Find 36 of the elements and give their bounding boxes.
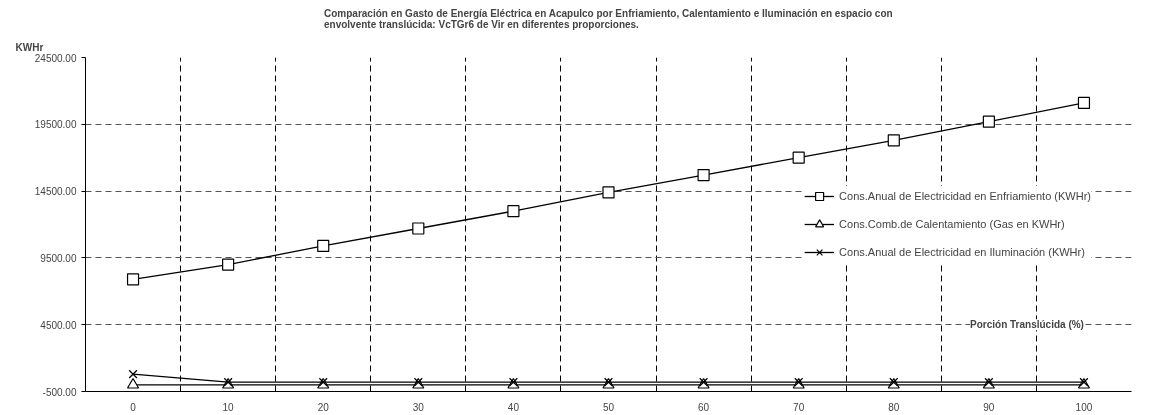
y-tick-label: -500.00 [42, 386, 77, 398]
chart-title: Comparación en Gasto de Energía Eléctrica en Acapulco por Enfriamiento, Calentamiento e Iluminación en espacio con envolvente translúcida: VcTGr6 de Vir en diferentes proporciones. [323, 7, 893, 30]
point [317, 239, 330, 252]
x-tick-label: 90 [983, 401, 995, 413]
x-tick-label: 30 [412, 401, 425, 413]
point [222, 258, 235, 271]
x-axis-title: Porción Translúcida (%) [970, 319, 1084, 331]
x-tick-label: 40 [507, 401, 520, 413]
point [697, 168, 710, 182]
x-tick-label: 60 [698, 401, 710, 413]
x-tick-label: 70 [793, 401, 805, 413]
x-tick-label: 80 [888, 401, 900, 413]
x-tick-label: 20 [317, 401, 330, 413]
y-axis-title: KWHr [15, 41, 44, 53]
point [1077, 96, 1091, 110]
point [982, 115, 995, 128]
y-tick-label: 9500.00 [40, 252, 77, 264]
x-tick-label: 50 [602, 401, 615, 413]
legend-label: Cons.Anual de Electricidad en Iluminación (KWHr) [839, 246, 1085, 258]
x-tick-label: 100 [1075, 401, 1093, 413]
x-tick-label: 10 [222, 401, 235, 413]
y-tick-label: 4500.00 [40, 319, 77, 331]
y-tick-label: 24500.00 [34, 52, 77, 64]
point [412, 222, 425, 235]
point [128, 369, 138, 379]
point [887, 134, 900, 147]
point [507, 205, 520, 218]
x-tick-label: 0 [130, 401, 137, 413]
point [792, 151, 805, 164]
legend-label: Cons.Anual de Electricidad en Enfriamiento (KWHr) [839, 190, 1091, 202]
legend-label: Cons.Comb.de Calentamiento (Gas en KWHr) [839, 218, 1065, 230]
point [126, 377, 140, 389]
y-tick-label: 14500.00 [34, 186, 77, 198]
point [602, 186, 615, 199]
y-tick-label: 19500.00 [34, 119, 77, 131]
point [126, 273, 140, 286]
